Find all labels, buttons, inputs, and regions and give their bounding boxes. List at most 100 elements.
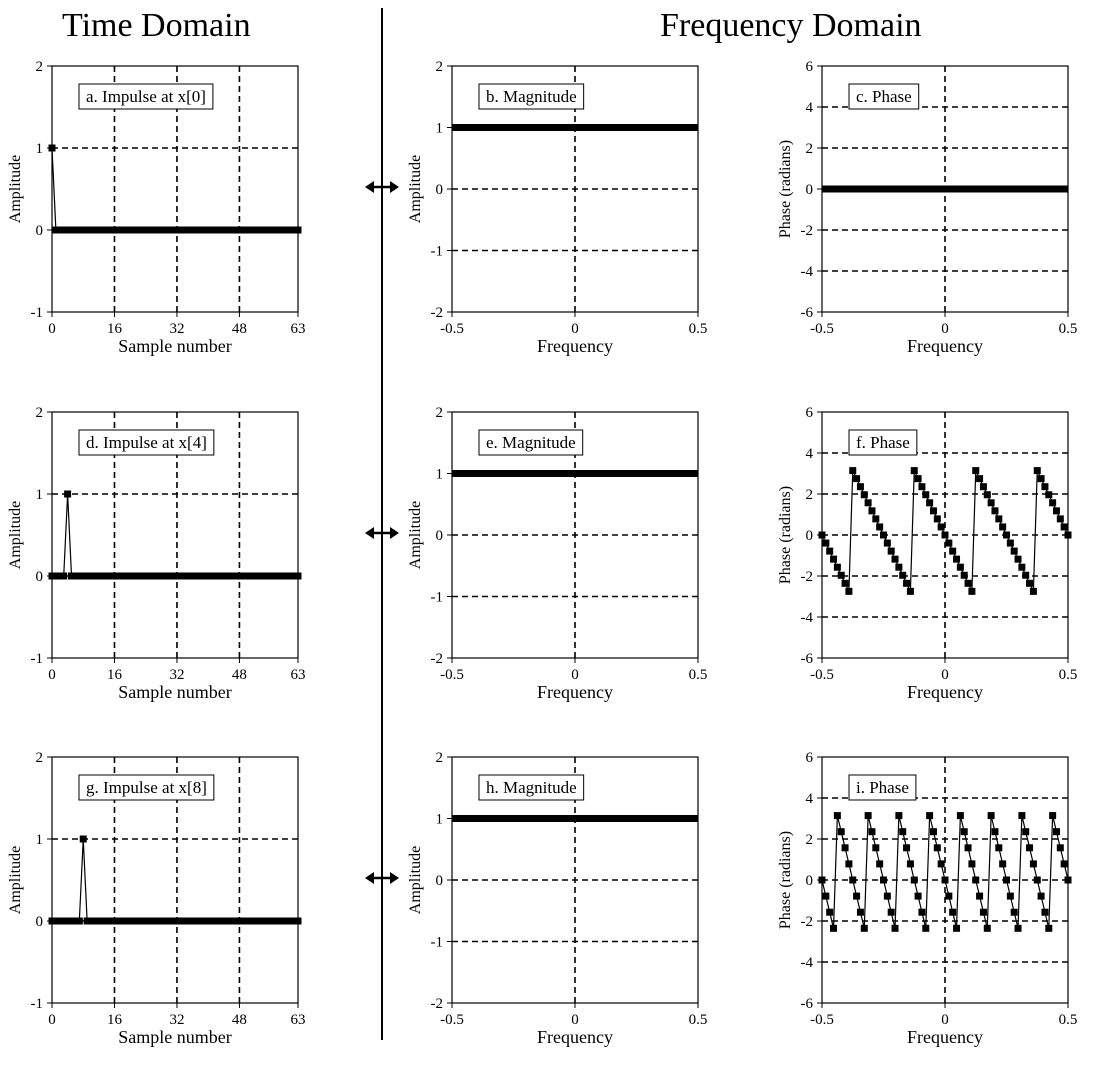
data-point — [192, 572, 200, 580]
y-tick-label: -1 — [431, 590, 444, 606]
x-tick-label: -0.5 — [810, 1012, 834, 1028]
data-point — [60, 226, 68, 234]
data-point — [891, 924, 899, 932]
data-point — [290, 917, 298, 925]
x-tick-label: 0 — [571, 1012, 579, 1028]
y-axis-label: Phase (radians) — [777, 831, 794, 929]
data-point — [228, 917, 236, 925]
data-point — [173, 917, 181, 925]
y-axis-label: Phase (radians) — [777, 140, 794, 238]
data-point — [979, 908, 987, 916]
x-tick-label: 0.5 — [689, 321, 708, 337]
data-point — [134, 226, 142, 234]
chart-f-svg: -0.5 0 0.5 -6 -4 -2 0 2 4 6 Frequency Phase (radian… — [777, 405, 1077, 702]
y-axis-label: Amplitude — [7, 501, 24, 569]
data-point — [1010, 908, 1018, 916]
data-point — [286, 226, 294, 234]
data-point — [910, 876, 918, 884]
data-point — [1033, 467, 1041, 475]
x-axis-label: Frequency — [537, 336, 613, 356]
data-point — [52, 917, 60, 925]
data-point — [864, 499, 872, 507]
data-point — [146, 572, 154, 580]
y-axis-label: Phase (radians) — [777, 486, 794, 584]
data-point — [826, 547, 834, 555]
data-point — [153, 226, 161, 234]
data-point — [880, 876, 887, 884]
data-point — [192, 917, 200, 925]
data-point — [278, 226, 286, 234]
data-point — [118, 917, 126, 925]
data-point — [976, 475, 984, 483]
data-point — [1014, 924, 1022, 932]
data-point — [224, 226, 232, 234]
data-point — [165, 917, 173, 925]
data-point — [185, 226, 193, 234]
data-point — [972, 876, 980, 884]
data-point — [274, 226, 282, 234]
data-point — [150, 226, 158, 234]
x-axis-label: Sample number — [118, 682, 231, 702]
y-tick-label: -1 — [31, 651, 44, 667]
chart-title: d. Impulse at x[4] — [86, 433, 207, 452]
x-tick-label: -0.5 — [440, 667, 464, 683]
data-point — [173, 572, 181, 580]
chart-title-box: b. Magnitude — [478, 83, 585, 110]
axis-ticks: -0.5 0 0.5 -2 -1 0 1 2 — [431, 59, 708, 337]
domain-divider-layer — [365, 8, 399, 1040]
data-point — [1052, 828, 1060, 836]
data-point — [263, 226, 271, 234]
series-a — [48, 144, 302, 234]
y-tick-label: -2 — [801, 223, 814, 239]
y-tick-label: -6 — [801, 651, 814, 667]
x-tick-label: 0 — [941, 1012, 949, 1028]
y-tick-label: 2 — [806, 141, 814, 157]
y-tick-label: 0 — [36, 223, 44, 239]
chart-c-svg: -0.5 0 0.5 -6 -4 -2 0 2 4 6 Frequency Phase (radian… — [777, 59, 1077, 356]
data-point — [914, 475, 922, 483]
data-point — [232, 572, 240, 580]
data-point — [1049, 499, 1057, 507]
data-point — [1003, 876, 1010, 884]
data-point — [235, 572, 243, 580]
data-point — [79, 572, 87, 580]
chart-title-box: a. Impulse at x[0] — [78, 83, 214, 110]
data-line — [52, 838, 298, 922]
data-point — [103, 226, 111, 234]
data-point — [853, 475, 861, 483]
data-point — [899, 828, 907, 836]
data-point — [906, 587, 914, 595]
chart-panel-f: -0.5 0 0.5 -6 -4 -2 0 2 4 6 Frequency Phase (radian… — [770, 396, 1077, 736]
data-point — [56, 226, 64, 234]
data-point — [991, 507, 999, 515]
data-point — [239, 226, 247, 234]
data-point — [1018, 812, 1026, 820]
chart-title-frame — [478, 429, 584, 456]
y-tick-label: -1 — [31, 305, 44, 321]
data-point — [964, 579, 972, 587]
data-point — [818, 531, 826, 539]
data-point — [122, 226, 130, 234]
data-point — [68, 917, 76, 925]
data-point — [52, 572, 60, 580]
data-point — [87, 917, 95, 925]
chart-title-frame — [78, 774, 215, 801]
y-tick-label: -6 — [801, 305, 814, 321]
data-point — [856, 908, 864, 916]
data-point — [263, 572, 271, 580]
data-point — [87, 226, 95, 234]
data-point — [243, 917, 251, 925]
data-point — [1060, 523, 1068, 531]
data-point — [922, 924, 930, 932]
data-point — [830, 555, 838, 563]
data-point — [126, 917, 134, 925]
data-point — [161, 917, 169, 925]
data-point — [1064, 876, 1072, 884]
data-point — [232, 917, 240, 925]
y-tick-label: 2 — [436, 405, 444, 421]
chart-title: b. Magnitude — [486, 87, 577, 106]
data-point — [228, 226, 236, 234]
data-point — [126, 572, 134, 580]
data-point — [103, 917, 111, 925]
x-tick-label: 0 — [571, 667, 579, 683]
